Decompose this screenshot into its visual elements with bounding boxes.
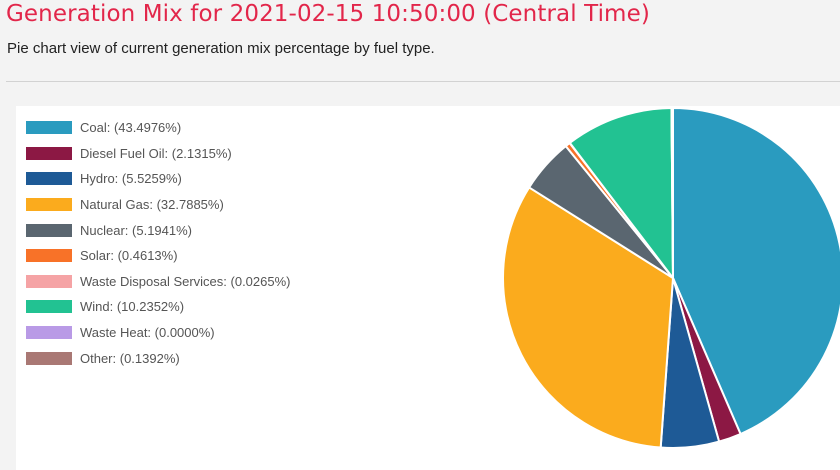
pie-slice-natural-gas[interactable] — [502, 186, 674, 449]
legend-swatch-hydro — [26, 172, 72, 186]
chart-panel: Coal: (43.4976%) Diesel Fuel Oil: (2.1315… — [16, 106, 840, 470]
legend-item-hydro[interactable]: Hydro: (5.5259%) — [26, 166, 291, 192]
legend-label-other: Other: (0.1392%) — [80, 350, 180, 366]
legend-swatch-natural-gas — [26, 198, 72, 212]
pie-chart — [502, 107, 840, 449]
legend-item-other[interactable]: Other: (0.1392%) — [26, 345, 291, 371]
legend-item-coal[interactable]: Coal: (43.4976%) — [26, 115, 291, 141]
legend-item-nuclear[interactable]: Nuclear: (5.1941%) — [26, 217, 291, 243]
legend-swatch-waste-disposal-services — [26, 274, 72, 288]
pie-slice-wind[interactable] — [568, 107, 674, 279]
legend-label-hydro: Hydro: (5.5259%) — [80, 171, 182, 187]
legend-swatch-coal — [26, 121, 72, 135]
legend-swatch-wind — [26, 300, 72, 314]
legend-label-nuclear: Nuclear: (5.1941%) — [80, 222, 192, 238]
divider — [6, 81, 840, 82]
pie-slice-other[interactable] — [670, 107, 674, 279]
pie-slice-coal[interactable] — [672, 107, 840, 436]
legend-item-diesel-fuel-oil[interactable]: Diesel Fuel Oil: (2.1315%) — [26, 141, 291, 167]
chart-legend: Coal: (43.4976%) Diesel Fuel Oil: (2.1315… — [26, 115, 291, 371]
legend-swatch-diesel-fuel-oil — [26, 146, 72, 160]
page-subtitle: Pie chart view of current generation mix… — [7, 40, 435, 57]
legend-item-waste-disposal-services[interactable]: Waste Disposal Services: (0.0265%) — [26, 269, 291, 295]
legend-item-solar[interactable]: Solar: (0.4613%) — [26, 243, 291, 269]
legend-label-coal: Coal: (43.4976%) — [80, 120, 182, 136]
legend-item-natural-gas[interactable]: Natural Gas: (32.7885%) — [26, 192, 291, 218]
page-title: Generation Mix for 2021-02-15 10:50:00 (… — [6, 1, 650, 27]
legend-item-waste-heat[interactable]: Waste Heat: (0.0000%) — [26, 320, 291, 346]
legend-item-wind[interactable]: Wind: (10.2352%) — [26, 294, 291, 320]
legend-label-wind: Wind: (10.2352%) — [80, 299, 185, 315]
legend-label-natural-gas: Natural Gas: (32.7885%) — [80, 197, 224, 213]
legend-label-solar: Solar: (0.4613%) — [80, 248, 178, 264]
legend-swatch-solar — [26, 249, 72, 263]
legend-label-diesel-fuel-oil: Diesel Fuel Oil: (2.1315%) — [80, 145, 232, 161]
legend-swatch-other — [26, 351, 72, 365]
legend-swatch-waste-heat — [26, 326, 72, 340]
legend-swatch-nuclear — [26, 223, 72, 237]
legend-label-waste-disposal-services: Waste Disposal Services: (0.0265%) — [80, 273, 291, 289]
legend-label-waste-heat: Waste Heat: (0.0000%) — [80, 325, 215, 341]
